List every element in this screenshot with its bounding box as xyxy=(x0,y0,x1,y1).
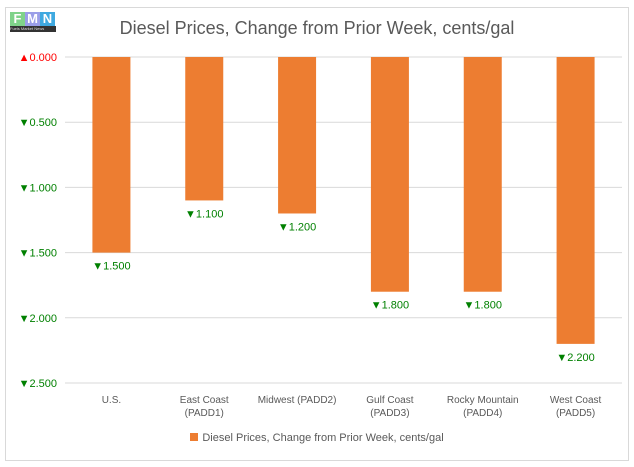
y-tick-label: ▼0.500 xyxy=(19,117,57,129)
x-tick-label: East Coast xyxy=(180,395,229,406)
y-tick-label: ▼1.000 xyxy=(19,182,57,194)
x-tick-label: (PADD4) xyxy=(463,408,502,419)
bar xyxy=(185,57,224,201)
logo-letter: M xyxy=(25,12,40,26)
fuels-market-news-logo: F M N Fuels Market News xyxy=(10,12,56,32)
x-tick-label: West Coast xyxy=(550,395,602,406)
bar xyxy=(556,57,595,344)
logo-caption: Fuels Market News xyxy=(10,26,56,32)
bar xyxy=(463,57,502,292)
data-label: ▼1.100 xyxy=(185,208,223,220)
plot-area: ▲0.000 ▼0.500 ▼1.000 ▼1.500 ▼2.000 ▼2.500 ▼1.5… xyxy=(19,52,622,419)
legend-swatch xyxy=(190,433,199,441)
x-tick-label: Midwest (PADD2) xyxy=(258,395,337,406)
data-label: ▼1.500 xyxy=(92,261,130,273)
bar xyxy=(278,57,317,214)
logo-letter: F xyxy=(10,12,25,26)
bar xyxy=(92,57,131,253)
x-tick-label: (PADD3) xyxy=(370,408,409,419)
y-tick-label: ▼1.500 xyxy=(19,248,57,260)
chart-title: Diesel Prices, Change from Prior Week, c… xyxy=(119,18,515,38)
y-tick-label: ▲0.000 xyxy=(19,52,57,64)
logo-letter: N xyxy=(40,12,55,26)
y-tick-label: ▼2.000 xyxy=(19,313,57,325)
x-tick-label: (PADD1) xyxy=(185,408,224,419)
data-label: ▼1.800 xyxy=(464,300,502,312)
legend-label: Diesel Prices, Change from Prior Week, c… xyxy=(202,432,444,444)
x-tick-label: Rocky Mountain xyxy=(447,395,519,406)
legend: Diesel Prices, Change from Prior Week, c… xyxy=(0,432,634,444)
data-label: ▼1.800 xyxy=(371,300,409,312)
x-tick-label: U.S. xyxy=(102,395,121,406)
y-tick-label: ▼2.500 xyxy=(19,378,57,390)
data-label: ▼2.200 xyxy=(556,352,594,364)
data-label: ▼1.200 xyxy=(278,221,316,233)
bar xyxy=(370,57,409,292)
x-tick-label: (PADD5) xyxy=(556,408,595,419)
x-tick-label: Gulf Coast xyxy=(366,395,413,406)
